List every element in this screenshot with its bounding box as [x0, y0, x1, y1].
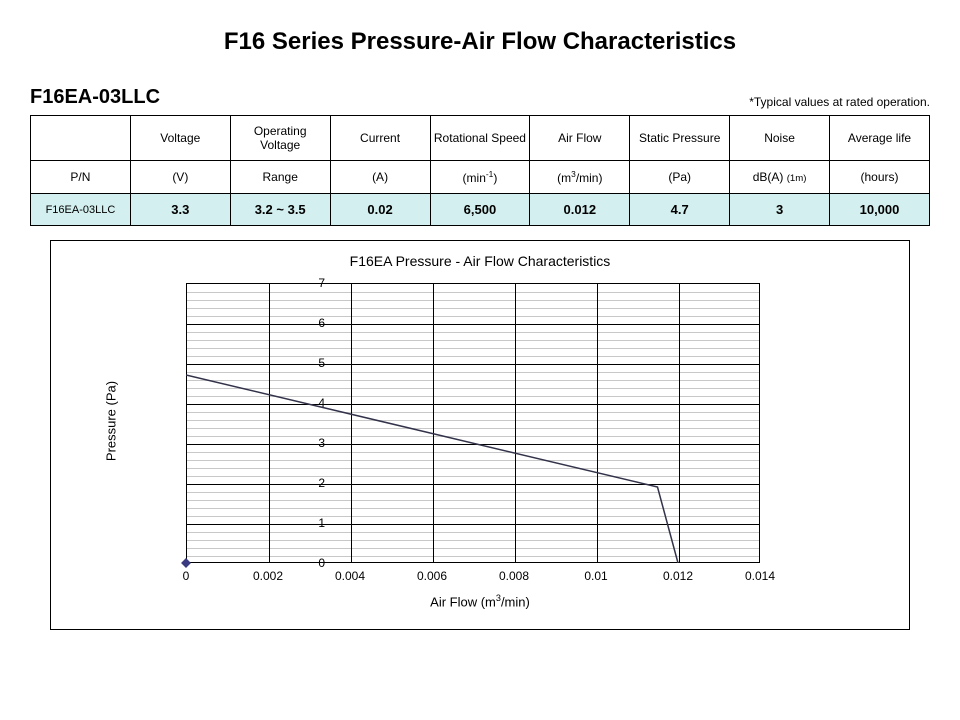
table-unit-cell: (hours): [830, 161, 930, 194]
table-units-row: P/N(V)Range(A)(min-1)(m3/min)(Pa)dB(A) (…: [31, 161, 930, 194]
chart-x-tick: 0.002: [253, 569, 283, 583]
chart-y-tick: 7: [295, 276, 325, 290]
table-header-cell: Noise: [730, 116, 830, 161]
table-unit-cell: (min-1): [430, 161, 530, 194]
model-name: F16EA-03LLC: [30, 86, 160, 109]
table-value-cell: 3: [730, 194, 830, 226]
table-unit-cell: (A): [330, 161, 430, 194]
table-header-cell: Voltage: [130, 116, 230, 161]
table-value-cell: 0.02: [330, 194, 430, 226]
table-unit-cell: (m3/min): [530, 161, 630, 194]
chart-y-axis-label: Pressure (Pa): [104, 381, 119, 461]
table-value-cell: 4.7: [630, 194, 730, 226]
table-values-row: F16EA-03LLC3.33.2 ~ 3.50.026,5000.0124.7…: [31, 194, 930, 226]
table-value-cell: 10,000: [830, 194, 930, 226]
table-header-row: VoltageOperating VoltageCurrentRotationa…: [31, 116, 930, 161]
footnote: *Typical values at rated operation.: [749, 95, 930, 109]
chart-x-tick: 0.006: [417, 569, 447, 583]
table-header-cell: [31, 116, 131, 161]
page-title: F16 Series Pressure-Air Flow Characteris…: [0, 0, 960, 86]
chart-x-tick: 0.004: [335, 569, 365, 583]
chart-title: F16EA Pressure - Air Flow Characteristic…: [51, 253, 909, 269]
chart-x-axis-label: Air Flow (m3/min): [51, 593, 909, 609]
chart-x-tick: 0.008: [499, 569, 529, 583]
chart-y-tick: 1: [295, 516, 325, 530]
model-row: F16EA-03LLC *Typical values at rated ope…: [0, 86, 960, 115]
chart-x-tick: 0.014: [745, 569, 775, 583]
table-value-cell: 3.2 ~ 3.5: [230, 194, 330, 226]
table-value-cell: 0.012: [530, 194, 630, 226]
table-unit-cell: (V): [130, 161, 230, 194]
table-header-cell: Rotational Speed: [430, 116, 530, 161]
chart-y-tick: 3: [295, 436, 325, 450]
chart-x-tick: 0.01: [584, 569, 607, 583]
chart-x-tick: 0.012: [663, 569, 693, 583]
table-unit-cell: dB(A) (1m): [730, 161, 830, 194]
chart-y-tick: 5: [295, 356, 325, 370]
chart-y-tick: 6: [295, 316, 325, 330]
table-unit-cell: Range: [230, 161, 330, 194]
chart-y-tick: 4: [295, 396, 325, 410]
chart-plot-area: [186, 283, 760, 563]
table-value-cell: 6,500: [430, 194, 530, 226]
table-header-cell: Average life: [830, 116, 930, 161]
table-unit-cell: P/N: [31, 161, 131, 194]
chart-y-tick: 0: [295, 556, 325, 570]
table-pn-cell: F16EA-03LLC: [31, 194, 131, 226]
chart-y-tick: 2: [295, 476, 325, 490]
table-header-cell: Current: [330, 116, 430, 161]
table-value-cell: 3.3: [130, 194, 230, 226]
table-header-cell: Operating Voltage: [230, 116, 330, 161]
chart-x-tick: 0: [183, 569, 190, 583]
chart-container: F16EA Pressure - Air Flow Characteristic…: [50, 240, 910, 630]
table-unit-cell: (Pa): [630, 161, 730, 194]
spec-table: VoltageOperating VoltageCurrentRotationa…: [30, 115, 930, 226]
table-header-cell: Static Pressure: [630, 116, 730, 161]
table-header-cell: Air Flow: [530, 116, 630, 161]
